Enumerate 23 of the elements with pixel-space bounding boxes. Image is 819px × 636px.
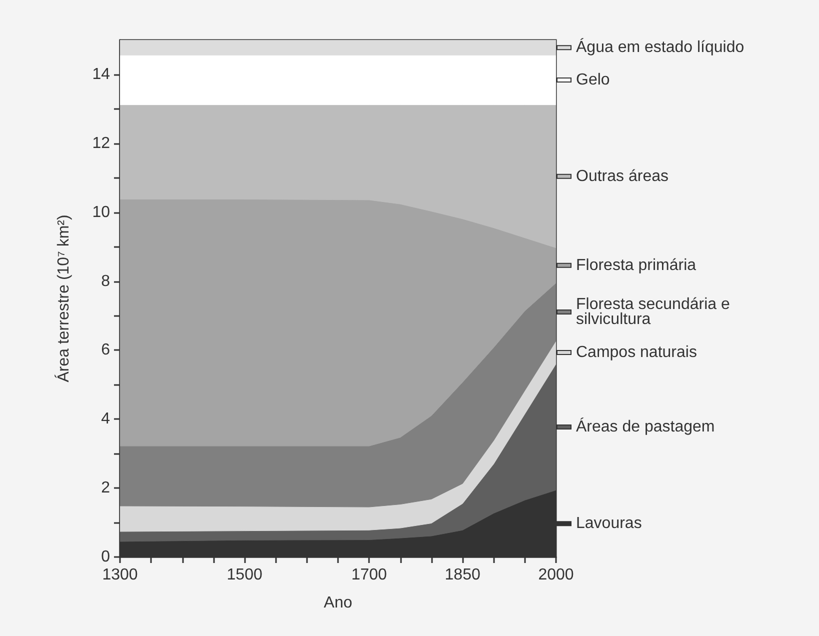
- series-label: Gelo: [576, 71, 610, 88]
- y-tick-label: 4: [101, 410, 110, 428]
- y-axis-title: Área terrestre (10⁷ km²): [54, 214, 72, 382]
- x-tick-label: 1500: [226, 566, 262, 584]
- series-label: Lavouras: [576, 515, 642, 532]
- x-tick-label: 1700: [351, 566, 388, 584]
- y-tick-label: 0: [101, 548, 110, 566]
- x-tick-label: 1850: [444, 566, 480, 584]
- y-tick-label: 6: [101, 342, 110, 359]
- y-tick-label: 12: [92, 134, 110, 152]
- y-tick-label: 8: [101, 272, 110, 290]
- x-axis-title: Ano: [324, 594, 352, 612]
- series-label: Áreas de pastagem: [576, 418, 715, 436]
- y-tick-label: 10: [92, 204, 110, 221]
- y-tick-label: 14: [92, 66, 110, 83]
- x-tick-label: 2000: [538, 566, 574, 584]
- series-label: Outras áreas: [576, 168, 668, 185]
- series-label: Campos naturais: [576, 344, 697, 361]
- series-label: Floresta primária: [576, 256, 696, 274]
- x-tick-label: 1300: [102, 566, 138, 584]
- series-label: Floresta secundária e silvicultura: [576, 296, 734, 328]
- y-tick-label: 2: [101, 480, 110, 497]
- series-label: Água em estado líquido: [576, 38, 744, 56]
